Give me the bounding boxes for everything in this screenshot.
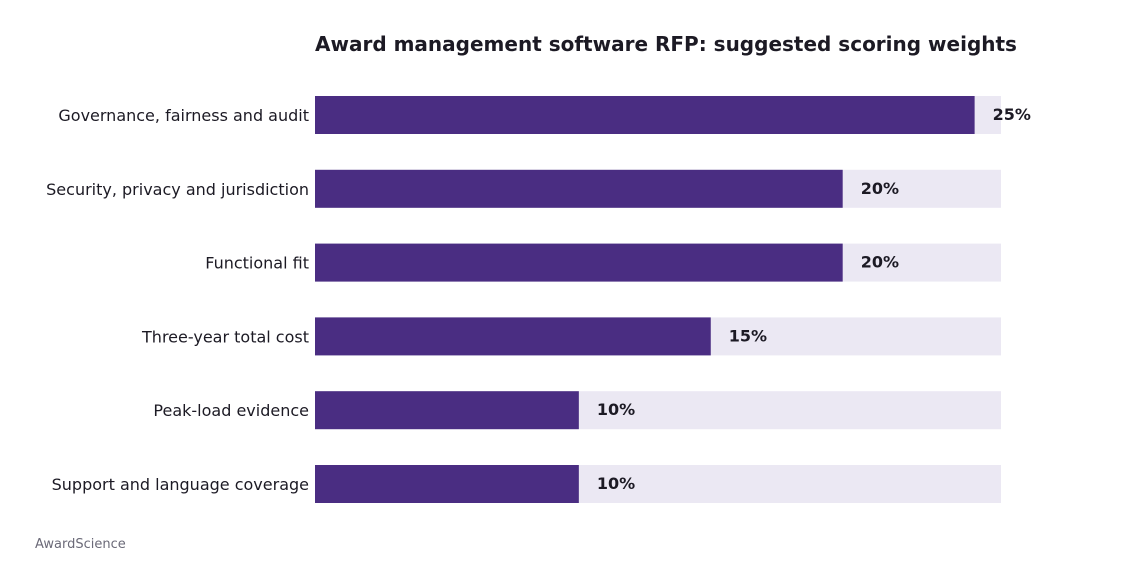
category-label: Support and language coverage bbox=[52, 475, 309, 494]
bar bbox=[315, 391, 579, 430]
value-label: 10% bbox=[597, 400, 635, 419]
bar bbox=[315, 169, 843, 208]
bar bbox=[315, 465, 579, 503]
category-label: Three-year total cost bbox=[141, 327, 309, 346]
value-label: 15% bbox=[729, 326, 767, 345]
value-label: 25% bbox=[993, 105, 1031, 124]
chart-title: Award management software RFP: suggested… bbox=[315, 32, 1017, 56]
bar bbox=[315, 243, 843, 282]
bars-group: Governance, fairness and audit 25% Securit… bbox=[46, 96, 1031, 503]
bar bbox=[315, 96, 975, 134]
category-label: Security, privacy and jurisdiction bbox=[46, 180, 309, 199]
bar bbox=[315, 317, 711, 356]
value-label: 20% bbox=[861, 179, 899, 198]
category-label: Peak-load evidence bbox=[153, 401, 309, 420]
value-label: 20% bbox=[861, 253, 899, 272]
value-label: 10% bbox=[597, 474, 635, 493]
category-label: Functional fit bbox=[205, 254, 309, 273]
category-label: Governance, fairness and audit bbox=[58, 106, 309, 125]
source-credit: AwardScience bbox=[35, 537, 126, 552]
